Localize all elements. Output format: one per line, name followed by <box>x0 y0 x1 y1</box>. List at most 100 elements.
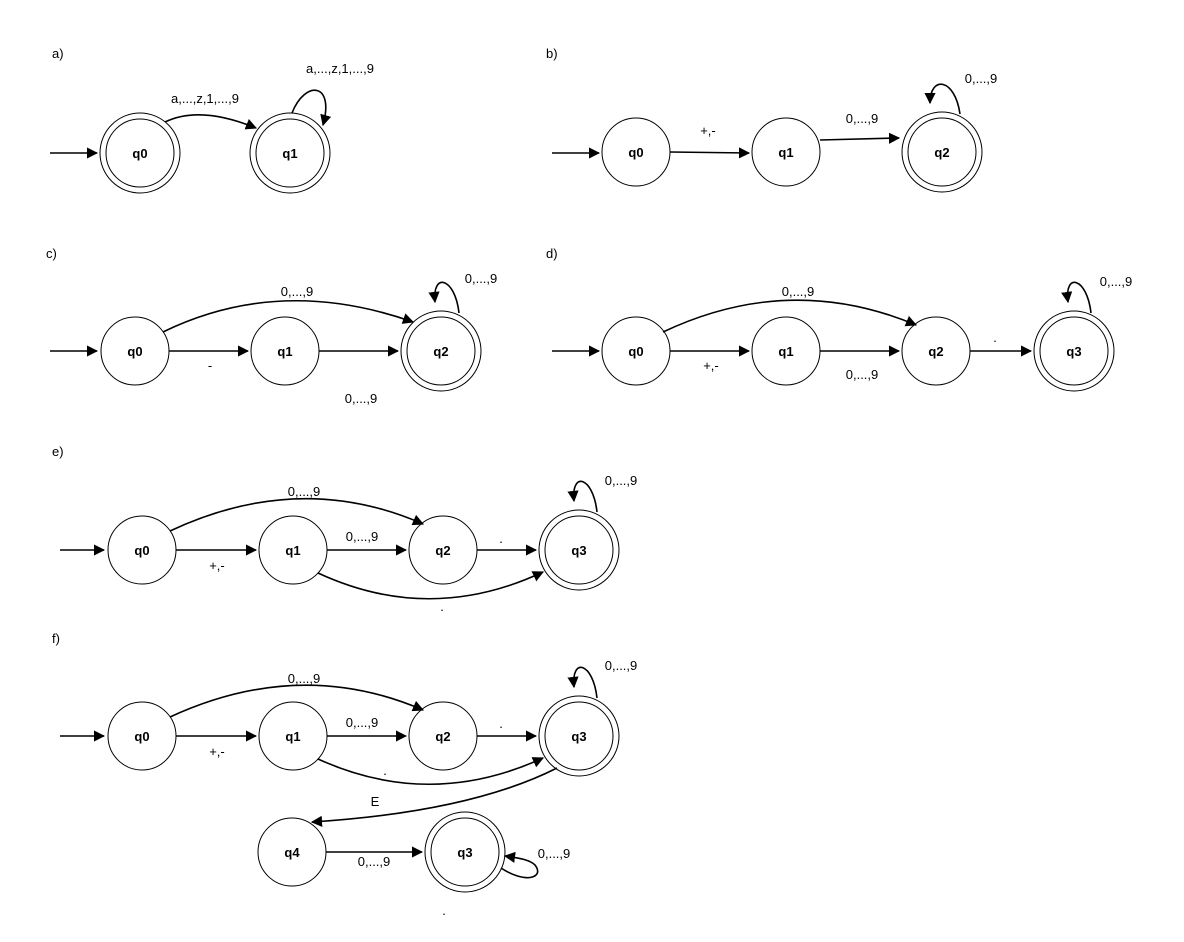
state-q1-label: q1 <box>778 344 793 359</box>
edge-q1-q3 <box>317 757 545 786</box>
loop-q1-label: a,...,z,1,...,9 <box>306 61 374 76</box>
panel-a: a) q0 q1 a,...,z,1,...,9 a,...,z,1,...,9 <box>50 46 374 194</box>
state-q3: q3 <box>538 695 620 777</box>
edge-q2-q3-label: . <box>993 330 997 345</box>
edge-q1-q3-label: . <box>440 599 444 614</box>
edge-q2-q3-label: . <box>499 716 503 731</box>
state-q1: q1 <box>258 515 328 585</box>
edge-q1-q3 <box>317 571 545 600</box>
loop-q3 <box>1061 281 1092 314</box>
panel-d: d) q0 q1 q2 q3 0,...,9 +,- 0,...,9 . 0,.… <box>546 246 1133 392</box>
loop-q3-label: 0,...,9 <box>605 473 638 488</box>
panel-b: b) q0 q1 q2 +,- 0,...,9 0,...,9 <box>546 46 998 193</box>
state-q0: q0 <box>107 701 177 771</box>
edge-q1-q2-label: 0,...,9 <box>846 367 879 382</box>
loop-q3-second <box>500 851 539 879</box>
edge-q1-q2-label: 0,...,9 <box>346 715 379 730</box>
state-q0-label: q0 <box>628 145 643 160</box>
state-q2-label: q2 <box>433 344 448 359</box>
edge-q1-q2-label: 0,...,9 <box>345 391 378 406</box>
state-q1-label: q1 <box>277 344 292 359</box>
state-q0-label: q0 <box>132 146 147 161</box>
state-q1: q1 <box>751 117 821 187</box>
state-q0: q0 <box>601 117 671 187</box>
loop-q2 <box>924 83 961 115</box>
stray-dot: . <box>442 903 446 918</box>
panel-e-label: e) <box>52 444 64 459</box>
edge-q1-q2 <box>819 132 901 144</box>
edge-q0-q2-label: 0,...,9 <box>782 284 815 299</box>
state-q0: q0 <box>601 316 671 386</box>
edge-q3-q4 <box>310 767 558 827</box>
state-q1-label: q1 <box>282 146 297 161</box>
state-q1-label: q1 <box>285 729 300 744</box>
panel-d-label: d) <box>546 246 558 261</box>
state-q3: q3 <box>538 509 620 591</box>
edge-q1-q3-label: . <box>383 763 387 778</box>
panel-f-label: f) <box>52 631 60 646</box>
state-q1: q1 <box>751 316 821 386</box>
state-q0-label: q0 <box>134 729 149 744</box>
state-q3-label: q3 <box>571 729 586 744</box>
edge-q0-q2 <box>169 497 425 532</box>
state-q3-second-label: q3 <box>457 845 472 860</box>
edge-q3-q4-label: E <box>371 794 380 809</box>
state-q3-second: q3 <box>424 811 506 893</box>
edge-q0-q2-label: 0,...,9 <box>281 284 314 299</box>
state-q3: q3 <box>1033 310 1115 392</box>
state-q1: q1 <box>250 316 320 386</box>
edge-q0-q2 <box>662 299 918 333</box>
loop-q2-label: 0,...,9 <box>965 71 998 86</box>
state-q1-label: q1 <box>285 543 300 558</box>
panel-c-label: c) <box>46 246 57 261</box>
edge-q0-q1-label: a,...,z,1,...,9 <box>171 91 239 106</box>
state-q1-label: q1 <box>778 145 793 160</box>
panel-c: c) q0 q1 q2 0,...,9 - 0,...,9 0,...,9 <box>46 246 497 406</box>
edge-q0-q1 <box>164 114 258 130</box>
edge-q4-q3-second-label: 0,...,9 <box>358 854 391 869</box>
state-q2: q2 <box>901 111 983 193</box>
edge-q0-q1 <box>669 147 751 159</box>
loop-q2-label: 0,...,9 <box>465 271 498 286</box>
edge-q0-q1-label: +,- <box>209 744 225 759</box>
state-q1: q1 <box>249 112 331 194</box>
loop-q2 <box>428 281 460 314</box>
loop-q3 <box>567 666 598 699</box>
edge-q0-q2-label: 0,...,9 <box>288 671 321 686</box>
edge-q1-q2-label: 0,...,9 <box>846 111 879 126</box>
state-q2-label: q2 <box>435 543 450 558</box>
edge-q0-q1-label: +,- <box>209 558 225 573</box>
edge-q0-q2-label: 0,...,9 <box>288 484 321 499</box>
state-q0-label: q0 <box>127 344 142 359</box>
loop-q3-label: 0,...,9 <box>1100 274 1133 289</box>
edge-q0-q1-label: - <box>208 358 212 373</box>
state-q4: q4 <box>257 817 327 887</box>
state-q3-label: q3 <box>571 543 586 558</box>
state-q2: q2 <box>408 701 478 771</box>
state-q0: q0 <box>100 316 170 386</box>
panel-f: f) q0 q1 q2 q3 q4 q3 0,...,9 +,- <box>52 631 637 918</box>
state-q0-label: q0 <box>628 344 643 359</box>
panel-b-label: b) <box>546 46 558 61</box>
state-q0: q0 <box>107 515 177 585</box>
state-q2-label: q2 <box>928 344 943 359</box>
loop-q1 <box>291 89 332 127</box>
edge-q0-q1-label: +,- <box>703 358 719 373</box>
state-q2: q2 <box>901 316 971 386</box>
edge-q2-q3-label: . <box>499 531 503 546</box>
panel-a-label: a) <box>52 46 64 61</box>
state-q2: q2 <box>408 515 478 585</box>
edge-q0-q1-label: +,- <box>700 123 716 138</box>
panel-e: e) q0 q1 q2 q3 0,...,9 +,- 0,...,9 . . 0… <box>52 444 637 614</box>
state-q1: q1 <box>258 701 328 771</box>
edge-q1-q2-label: 0,...,9 <box>346 529 379 544</box>
edge-q0-q2 <box>169 684 425 718</box>
state-q2-label: q2 <box>934 145 949 160</box>
loop-q3-second-label: 0,...,9 <box>538 846 571 861</box>
state-q3-label: q3 <box>1066 344 1081 359</box>
loop-q3 <box>567 480 598 513</box>
edge-q0-q2 <box>162 299 415 333</box>
state-q0-label: q0 <box>134 543 149 558</box>
state-q4-label: q4 <box>284 845 300 860</box>
